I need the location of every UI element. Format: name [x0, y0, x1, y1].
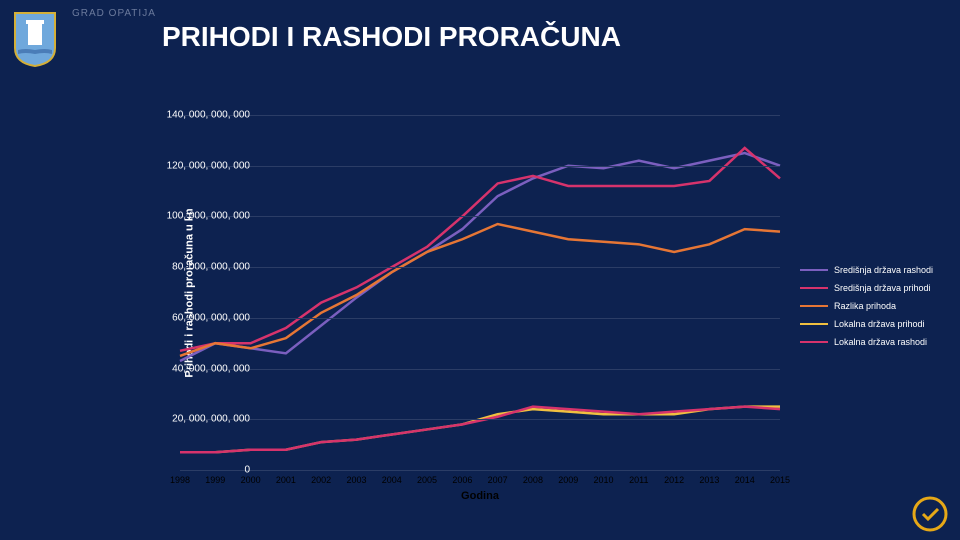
y-tick-label: 40, 000, 000, 000	[150, 363, 250, 374]
y-tick-label: 60, 000, 000, 000	[150, 312, 250, 323]
x-tick-label: 1999	[205, 475, 225, 485]
legend-swatch	[800, 323, 828, 326]
plot-area	[180, 115, 780, 470]
legend-label: Središnja država prihodi	[834, 283, 931, 293]
series-line	[180, 407, 780, 453]
legend-swatch	[800, 287, 828, 290]
city-crest-icon	[10, 8, 60, 68]
gridline	[180, 267, 780, 268]
gridline	[180, 115, 780, 116]
gridline	[180, 318, 780, 319]
x-tick-label: 2006	[452, 475, 472, 485]
legend-swatch	[800, 269, 828, 272]
legend-swatch	[800, 341, 828, 344]
legend-item: Središnja država rashodi	[800, 265, 960, 275]
y-tick-label: 120, 000, 000, 000	[150, 160, 250, 171]
y-tick-label: 80, 000, 000, 000	[150, 262, 250, 273]
gridline	[180, 166, 780, 167]
x-tick-label: 2012	[664, 475, 684, 485]
y-tick-label: 100, 000, 000, 000	[150, 211, 250, 222]
x-tick-label: 2001	[276, 475, 296, 485]
x-tick-label: 2010	[594, 475, 614, 485]
gridline	[180, 470, 780, 471]
certification-badge-icon	[912, 496, 948, 532]
legend-item: Lokalna država prihodi	[800, 319, 960, 329]
x-tick-label: 2005	[417, 475, 437, 485]
legend-item: Lokalna država rashodi	[800, 337, 960, 347]
legend-label: Središnja država rashodi	[834, 265, 933, 275]
legend-swatch	[800, 305, 828, 308]
x-tick-label: 1998	[170, 475, 190, 485]
series-line	[180, 407, 780, 453]
gridline	[180, 419, 780, 420]
legend: Središnja država rashodi Središnja država…	[800, 265, 960, 355]
subtitle: GRAD OPATIJA	[72, 8, 621, 19]
x-axis-label: Godina	[180, 490, 780, 502]
gridline	[180, 216, 780, 217]
y-tick-label: 0	[150, 465, 250, 476]
x-tick-label: 2011	[629, 475, 648, 485]
legend-item: Razlika prihoda	[800, 301, 960, 311]
x-tick-label: 2007	[488, 475, 508, 485]
legend-label: Lokalna država rashodi	[834, 337, 927, 347]
y-tick-label: 20, 000, 000, 000	[150, 414, 250, 425]
header: GRAD OPATIJA PRIHODI I RASHODI PRORAČUNA	[0, 0, 960, 68]
y-tick-label: 140, 000, 000, 000	[150, 110, 250, 121]
gridline	[180, 369, 780, 370]
x-tick-label: 2004	[382, 475, 402, 485]
x-tick-label: 2000	[241, 475, 261, 485]
x-tick-label: 2015	[770, 475, 790, 485]
x-tick-label: 2003	[346, 475, 366, 485]
legend-label: Lokalna država prihodi	[834, 319, 925, 329]
x-tick-label: 2014	[735, 475, 755, 485]
x-tick-label: 2008	[523, 475, 543, 485]
legend-item: Središnja država prihodi	[800, 283, 960, 293]
x-tick-label: 2009	[558, 475, 578, 485]
legend-label: Razlika prihoda	[834, 301, 896, 311]
line-chart: Prihodi i rashodi proračuna u kn Godina …	[100, 115, 860, 520]
x-tick-label: 2013	[699, 475, 719, 485]
page-title: PRIHODI I RASHODI PRORAČUNA	[162, 21, 621, 53]
x-tick-label: 2002	[311, 475, 331, 485]
